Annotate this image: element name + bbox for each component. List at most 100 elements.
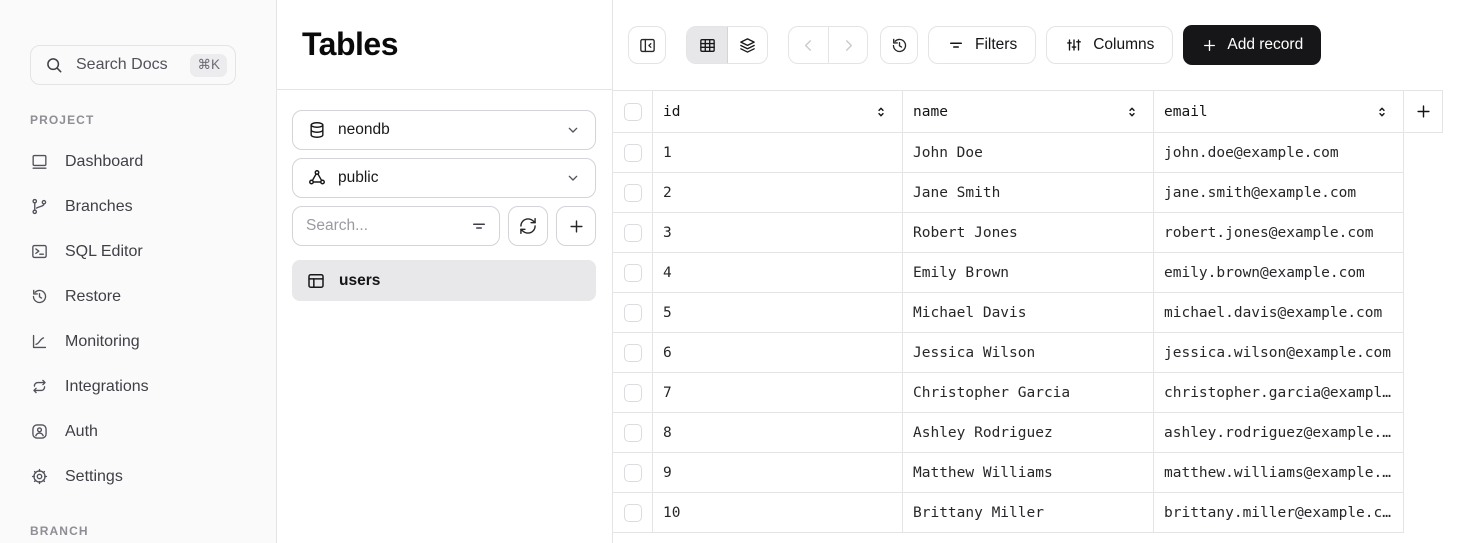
cell-name[interactable]: Matthew Williams bbox=[903, 453, 1154, 493]
table-row[interactable]: 6 Jessica Wilson jessica.wilson@example.… bbox=[613, 333, 1443, 373]
row-checkbox[interactable] bbox=[623, 263, 642, 282]
sidebar-item-restore[interactable]: Restore bbox=[0, 274, 276, 319]
refresh-tables-button[interactable] bbox=[508, 206, 548, 246]
row-checkbox[interactable] bbox=[623, 143, 642, 162]
grid-view-segment[interactable] bbox=[687, 27, 727, 63]
cell-name[interactable]: Jane Smith bbox=[903, 173, 1154, 213]
column-header-name[interactable]: name bbox=[903, 91, 1154, 133]
cell-email[interactable]: brittany.miller@example.com bbox=[1154, 493, 1404, 533]
cell-email[interactable]: jessica.wilson@example.com bbox=[1154, 333, 1404, 373]
cell-id[interactable]: 4 bbox=[653, 253, 903, 293]
history-icon bbox=[890, 36, 909, 55]
cell-name[interactable]: John Doe bbox=[903, 133, 1154, 173]
columns-button[interactable]: Columns bbox=[1046, 26, 1174, 64]
cell-id[interactable]: 5 bbox=[653, 293, 903, 333]
cell-email[interactable]: jane.smith@example.com bbox=[1154, 173, 1404, 213]
keyboard-shortcut-badge: ⌘K bbox=[190, 53, 227, 77]
cell-name[interactable]: Christopher Garcia bbox=[903, 373, 1154, 413]
cell-email[interactable]: emily.brown@example.com bbox=[1154, 253, 1404, 293]
cell-name[interactable]: Emily Brown bbox=[903, 253, 1154, 293]
sidebar-item-monitoring[interactable]: Monitoring bbox=[0, 319, 276, 364]
row-checkbox[interactable] bbox=[623, 303, 642, 322]
sort-icon[interactable] bbox=[1375, 105, 1389, 119]
cell-name[interactable]: Jessica Wilson bbox=[903, 333, 1154, 373]
table-row[interactable]: 3 Robert Jones robert.jones@example.com bbox=[613, 213, 1443, 253]
collapse-panel-button[interactable] bbox=[628, 26, 666, 64]
table-row[interactable]: 2 Jane Smith jane.smith@example.com bbox=[613, 173, 1443, 213]
column-header-label: id bbox=[663, 103, 681, 120]
sidebar-item-sql-editor[interactable]: SQL Editor bbox=[0, 229, 276, 274]
previous-page-button[interactable] bbox=[789, 27, 828, 63]
cell-email[interactable]: john.doe@example.com bbox=[1154, 133, 1404, 173]
row-select-cell bbox=[613, 453, 653, 493]
row-checkbox[interactable] bbox=[623, 343, 642, 362]
row-select-cell bbox=[613, 253, 653, 293]
add-record-button[interactable]: Add record bbox=[1183, 25, 1322, 65]
database-selector[interactable]: neondb bbox=[292, 110, 596, 150]
history-button[interactable] bbox=[880, 26, 918, 64]
row-checkbox[interactable] bbox=[623, 463, 642, 482]
add-column-button[interactable] bbox=[1404, 91, 1443, 133]
row-checkbox[interactable] bbox=[623, 383, 642, 402]
sidebar-item-settings[interactable]: Settings bbox=[0, 454, 276, 499]
sidebar-item-dashboard[interactable]: Dashboard bbox=[0, 139, 276, 184]
row-select-cell bbox=[613, 373, 653, 413]
cell-email[interactable]: matthew.williams@example.com bbox=[1154, 453, 1404, 493]
table-row[interactable]: 4 Emily Brown emily.brown@example.com bbox=[613, 253, 1443, 293]
row-checkbox[interactable] bbox=[623, 223, 642, 242]
cell-id[interactable]: 3 bbox=[653, 213, 903, 253]
sort-icon[interactable] bbox=[1125, 105, 1139, 119]
table-search-input[interactable] bbox=[292, 206, 500, 246]
add-table-button[interactable] bbox=[556, 206, 596, 246]
cell-email[interactable]: michael.davis@example.com bbox=[1154, 293, 1404, 333]
plus-icon bbox=[567, 217, 586, 236]
table-row[interactable]: 9 Matthew Williams matthew.williams@exam… bbox=[613, 453, 1443, 493]
row-checkbox[interactable] bbox=[623, 423, 642, 442]
table-row[interactable]: 8 Ashley Rodriguez ashley.rodriguez@exam… bbox=[613, 413, 1443, 453]
row-checkbox[interactable] bbox=[623, 183, 642, 202]
cell-id[interactable]: 8 bbox=[653, 413, 903, 453]
layers-view-icon bbox=[738, 36, 757, 55]
table-row[interactable]: 1 John Doe john.doe@example.com bbox=[613, 133, 1443, 173]
view-mode-switcher bbox=[686, 26, 768, 64]
schema-selector[interactable]: public bbox=[292, 158, 596, 198]
cell-id[interactable]: 6 bbox=[653, 333, 903, 373]
cell-name[interactable]: Robert Jones bbox=[903, 213, 1154, 253]
cell-name[interactable]: Brittany Miller bbox=[903, 493, 1154, 533]
sidebar-item-integrations[interactable]: Integrations bbox=[0, 364, 276, 409]
column-header-email[interactable]: email bbox=[1154, 91, 1404, 133]
sidebar-item-auth[interactable]: Auth bbox=[0, 409, 276, 454]
filter-lines-icon[interactable] bbox=[470, 217, 488, 235]
search-docs-button[interactable]: Search Docs ⌘K bbox=[30, 45, 236, 85]
cell-id[interactable]: 9 bbox=[653, 453, 903, 493]
cell-email[interactable]: ashley.rodriguez@example.com bbox=[1154, 413, 1404, 453]
select-all-checkbox[interactable] bbox=[623, 102, 642, 121]
sidebar-item-label: Branches bbox=[65, 197, 133, 215]
cell-email[interactable]: christopher.garcia@example.com bbox=[1154, 373, 1404, 413]
sidebar-item-branches[interactable]: Branches bbox=[0, 184, 276, 229]
cell-id[interactable]: 10 bbox=[653, 493, 903, 533]
data-grid-header: id name email bbox=[613, 91, 1443, 133]
cell-id[interactable]: 2 bbox=[653, 173, 903, 213]
grid-view-icon bbox=[698, 36, 717, 55]
table-row[interactable]: 5 Michael Davis michael.davis@example.co… bbox=[613, 293, 1443, 333]
cell-name[interactable]: Michael Davis bbox=[903, 293, 1154, 333]
cell-id[interactable]: 1 bbox=[653, 133, 903, 173]
toolbar: Filters Columns Add record bbox=[613, 0, 1460, 90]
column-header-id[interactable]: id bbox=[653, 91, 903, 133]
cell-email[interactable]: robert.jones@example.com bbox=[1154, 213, 1404, 253]
cell-name[interactable]: Ashley Rodriguez bbox=[903, 413, 1154, 453]
row-select-cell bbox=[613, 493, 653, 533]
filters-button[interactable]: Filters bbox=[928, 26, 1037, 64]
table-list-item-users[interactable]: users bbox=[292, 260, 596, 301]
cell-id[interactable]: 7 bbox=[653, 373, 903, 413]
tables-panel-body: neondb public users bbox=[277, 90, 612, 301]
layers-view-segment[interactable] bbox=[727, 27, 767, 63]
sort-icon[interactable] bbox=[874, 105, 888, 119]
table-row[interactable]: 10 Brittany Miller brittany.miller@examp… bbox=[613, 493, 1443, 533]
table-search-row bbox=[292, 206, 596, 246]
table-row[interactable]: 7 Christopher Garcia christopher.garcia@… bbox=[613, 373, 1443, 413]
row-checkbox[interactable] bbox=[623, 503, 642, 522]
tables-panel-header: Tables bbox=[277, 0, 612, 90]
next-page-button[interactable] bbox=[828, 27, 867, 63]
